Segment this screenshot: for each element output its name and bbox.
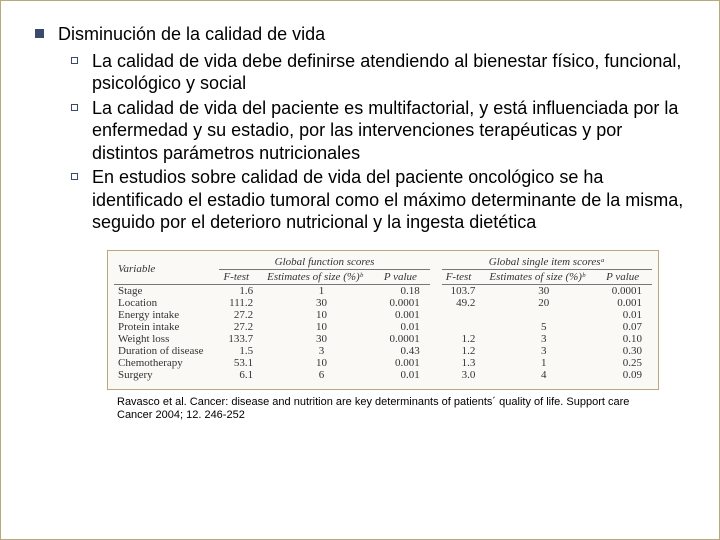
cell-p2: 0.0001 [602,284,652,297]
table-header: Variable Global function scores Global s… [114,255,652,285]
cell-e2: 5 [485,321,602,333]
cell-f1: 6.1 [219,369,263,381]
cell-p2: 0.001 [602,297,652,309]
cell-p1: 0.001 [380,309,430,321]
cell-f1: 53.1 [219,357,263,369]
cell-p1: 0.18 [380,284,430,297]
cell-e1: 30 [263,297,380,309]
cell-p1: 0.0001 [380,333,430,345]
cell-e1: 30 [263,333,380,345]
cell-f1: 111.2 [219,297,263,309]
sub-list: La calidad de vida debe definirse atendi… [71,50,689,234]
cell-e1: 6 [263,369,380,381]
cell-e2: 4 [485,369,602,381]
cell-var: Chemotherapy [114,357,219,369]
slide-content: Disminución de la calidad de vida La cal… [1,1,719,443]
sub-text: En estudios sobre calidad de vida del pa… [92,166,689,234]
cell-f2: 49.2 [442,297,486,309]
cell-e1: 10 [263,357,380,369]
table-row: Chemotherapy53.1100.001 1.310.25 [114,357,652,369]
cell-var: Location [114,297,219,309]
col-group-single: Global single item scoresᵃ [442,255,652,270]
sub-text: La calidad de vida del paciente es multi… [92,97,689,165]
table-row: Surgery6.160.01 3.040.09 [114,369,652,381]
table-row: Weight loss133.7300.0001 1.230.10 [114,333,652,345]
hollow-square-icon [71,57,78,64]
cell-p1: 0.43 [380,345,430,357]
square-bullet-icon [35,29,44,38]
cell-f1: 27.2 [219,309,263,321]
table-body: Stage1.610.18103.7300.0001Location111.23… [114,284,652,381]
cell-e2: 30 [485,284,602,297]
cell-p2: 0.25 [602,357,652,369]
sub-item: En estudios sobre calidad de vida del pa… [71,166,689,234]
subcol-ftest-r: F-test [442,269,486,284]
table-row: Stage1.610.18 103.7300.0001 [114,284,652,297]
subcol-p-l: P value [380,269,430,284]
cell-f2: 3.0 [442,369,486,381]
cell-p2: 0.07 [602,321,652,333]
table-row: Location111.2300.0001 49.2200.001 [114,297,652,309]
cell-f1: 1.6 [219,284,263,297]
cell-var: Protein intake [114,321,219,333]
sub-text: La calidad de vida debe definirse atendi… [92,50,689,95]
table-row: Duration of disease1.530.431.230.30 [114,345,652,357]
cell-e2: 1 [485,357,602,369]
main-heading: Disminución de la calidad de vida [58,23,325,46]
citation-text: Ravasco et al. Cancer: disease and nutri… [117,396,659,424]
hollow-square-icon [71,104,78,111]
cell-e2: 3 [485,333,602,345]
results-table: Variable Global function scores Global s… [114,255,652,381]
cell-p2: 0.01 [602,309,652,321]
cell-e1: 1 [263,284,380,297]
cell-p2: 0.10 [602,333,652,345]
table-row: Protein intake27.2100.01 50.07 [114,321,652,333]
cell-f2: 1.3 [442,357,486,369]
cell-var: Surgery [114,369,219,381]
cell-e2 [485,309,602,321]
cell-f2 [442,309,486,321]
subcol-p-r: P value [602,269,652,284]
sub-item: La calidad de vida del paciente es multi… [71,97,689,165]
cell-p2: 0.30 [602,345,652,357]
cell-p1: 0.001 [380,357,430,369]
main-bullet: Disminución de la calidad de vida [35,23,689,46]
cell-f1: 1.5 [219,345,263,357]
cell-f2: 1.2 [442,345,486,357]
subcol-ftest-l: F-test [219,269,263,284]
cell-f1: 133.7 [219,333,263,345]
subcol-est-l: Estimates of size (%)ᵇ [263,269,380,284]
col-variable: Variable [114,255,219,285]
cell-p1: 0.01 [380,369,430,381]
cell-var: Energy intake [114,309,219,321]
cell-f1: 27.2 [219,321,263,333]
table-row: Energy intake27.2100.001 0.01 [114,309,652,321]
cell-e2: 20 [485,297,602,309]
cell-p1: 0.01 [380,321,430,333]
cell-var: Stage [114,284,219,297]
hollow-square-icon [71,173,78,180]
cell-var: Weight loss [114,333,219,345]
cell-e1: 3 [263,345,380,357]
sub-item: La calidad de vida debe definirse atendi… [71,50,689,95]
cell-f2 [442,321,486,333]
col-group-function: Global function scores [219,255,429,270]
subcol-est-r: Estimates of size (%)ᵇ [485,269,602,284]
cell-f2: 103.7 [442,284,486,297]
cell-e1: 10 [263,309,380,321]
data-table-container: Variable Global function scores Global s… [107,250,659,390]
cell-var: Duration of disease [114,345,219,357]
cell-p1: 0.0001 [380,297,430,309]
cell-e1: 10 [263,321,380,333]
cell-e2: 3 [485,345,602,357]
cell-p2: 0.09 [602,369,652,381]
cell-f2: 1.2 [442,333,486,345]
